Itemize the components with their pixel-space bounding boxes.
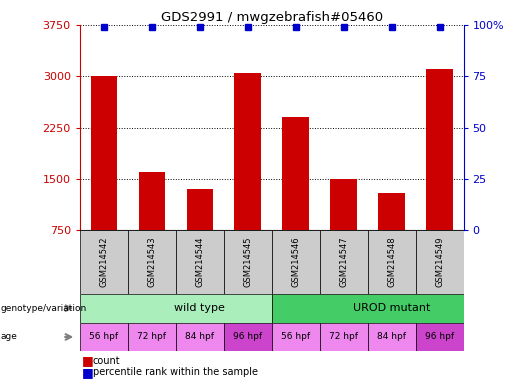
Bar bbox=[379, 193, 405, 282]
Bar bbox=[272, 323, 320, 351]
Bar bbox=[320, 230, 368, 294]
Text: 96 hpf: 96 hpf bbox=[233, 333, 262, 341]
Bar bbox=[426, 70, 453, 282]
Text: count: count bbox=[93, 356, 121, 366]
Text: 56 hpf: 56 hpf bbox=[89, 333, 118, 341]
Bar bbox=[139, 172, 165, 282]
Bar bbox=[176, 323, 224, 351]
Text: wild type: wild type bbox=[174, 303, 225, 313]
Bar bbox=[80, 230, 128, 294]
Bar bbox=[224, 323, 272, 351]
Text: GSM214544: GSM214544 bbox=[195, 237, 204, 287]
Text: 84 hpf: 84 hpf bbox=[377, 333, 406, 341]
Text: 84 hpf: 84 hpf bbox=[185, 333, 214, 341]
Bar bbox=[128, 323, 176, 351]
Bar bbox=[91, 76, 117, 282]
Bar bbox=[272, 294, 464, 323]
Text: GSM214547: GSM214547 bbox=[339, 237, 348, 287]
Bar bbox=[331, 179, 357, 282]
Bar bbox=[416, 323, 464, 351]
Bar bbox=[416, 230, 464, 294]
Bar bbox=[224, 230, 272, 294]
Text: genotype/variation: genotype/variation bbox=[1, 304, 87, 313]
Text: 72 hpf: 72 hpf bbox=[329, 333, 358, 341]
Text: ■: ■ bbox=[82, 366, 93, 379]
Bar bbox=[234, 73, 261, 282]
Bar bbox=[176, 230, 224, 294]
Text: GSM214546: GSM214546 bbox=[291, 237, 300, 287]
Bar bbox=[368, 323, 416, 351]
Text: 72 hpf: 72 hpf bbox=[138, 333, 166, 341]
Title: GDS2991 / mwgzebrafish#05460: GDS2991 / mwgzebrafish#05460 bbox=[161, 11, 383, 24]
Text: 56 hpf: 56 hpf bbox=[281, 333, 310, 341]
Text: GSM214542: GSM214542 bbox=[99, 237, 108, 287]
Text: percentile rank within the sample: percentile rank within the sample bbox=[93, 367, 258, 377]
Bar bbox=[368, 230, 416, 294]
Text: 96 hpf: 96 hpf bbox=[425, 333, 454, 341]
Text: GSM214545: GSM214545 bbox=[243, 237, 252, 287]
Bar bbox=[282, 118, 309, 282]
Text: age: age bbox=[1, 333, 18, 341]
Text: ■: ■ bbox=[82, 354, 93, 367]
Text: GSM214549: GSM214549 bbox=[435, 237, 444, 287]
Bar bbox=[272, 230, 320, 294]
Text: GSM214548: GSM214548 bbox=[387, 237, 396, 287]
Bar bbox=[80, 323, 128, 351]
Bar bbox=[80, 294, 272, 323]
Text: UROD mutant: UROD mutant bbox=[353, 303, 430, 313]
Text: GSM214543: GSM214543 bbox=[147, 237, 156, 287]
Bar bbox=[186, 189, 213, 282]
Bar bbox=[128, 230, 176, 294]
Bar bbox=[320, 323, 368, 351]
